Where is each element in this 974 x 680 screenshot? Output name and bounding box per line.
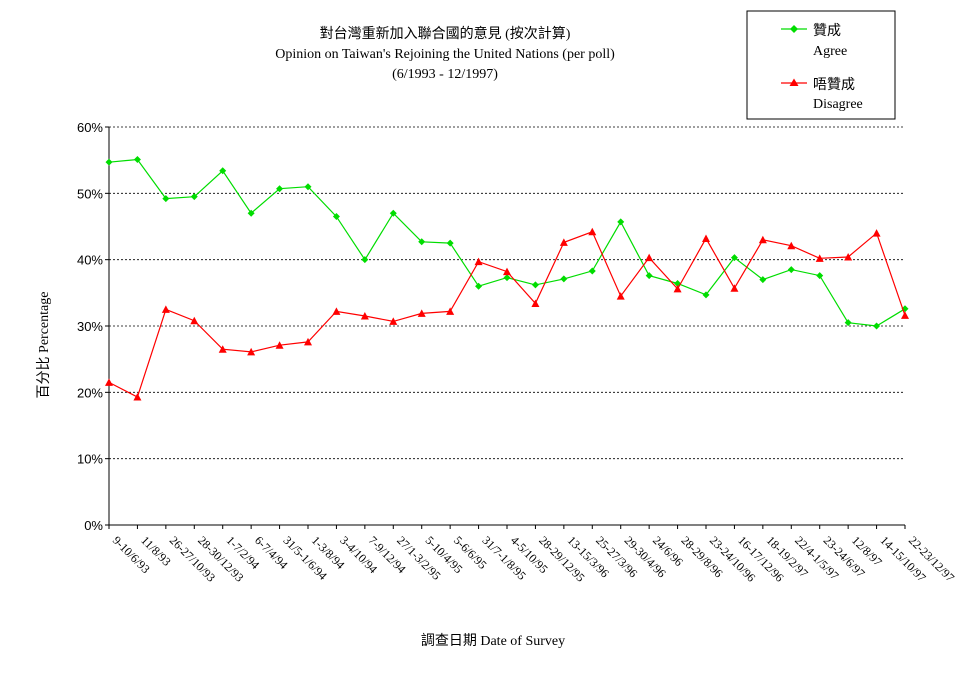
- legend-label-agree-zh: 贊成: [813, 23, 841, 39]
- data-point-disagree: [787, 241, 796, 250]
- series-layer: [105, 156, 909, 401]
- y-tick-label: 40%: [77, 253, 103, 268]
- series-line-disagree: [108, 231, 906, 398]
- data-point-agree: [361, 256, 369, 264]
- data-point-disagree: [503, 267, 511, 276]
- data-point-disagree: [389, 317, 398, 325]
- data-point-agree: [844, 319, 852, 327]
- y-tick-label: 0%: [84, 518, 103, 533]
- title-english: Opinion on Taiwan's Rejoining the United…: [275, 47, 615, 62]
- data-point-agree: [133, 156, 141, 164]
- data-point-agree: [105, 158, 113, 166]
- chart-title: 對台灣重新加入聯合國的意見 (按次計算) Opinion on Taiwan's…: [275, 25, 615, 82]
- data-point-agree: [332, 213, 340, 221]
- x-axis-ticks: 9-10/6/9311/8/9326-27/10/9328-30/12/931-…: [108, 525, 957, 585]
- data-point-disagree: [105, 378, 113, 386]
- legend-marker-agree: [790, 25, 798, 33]
- data-point-agree: [617, 218, 625, 226]
- data-point-disagree: [844, 253, 853, 261]
- gridlines: [109, 126, 905, 460]
- y-tick-label: 10%: [77, 452, 103, 467]
- data-point-agree: [304, 183, 312, 191]
- legend-label-agree-en: Agree: [813, 44, 847, 59]
- data-point-agree: [759, 276, 767, 284]
- data-point-agree: [588, 267, 596, 275]
- data-point-disagree: [616, 292, 625, 300]
- data-point-agree: [873, 322, 881, 330]
- data-point-disagree: [474, 257, 483, 266]
- data-point-disagree: [360, 312, 369, 320]
- data-point-agree: [560, 275, 568, 283]
- data-point-disagree: [758, 235, 767, 244]
- data-point-agree: [645, 272, 653, 280]
- legend: 贊成 Agree 唔贊成 Disagree: [746, 10, 896, 120]
- data-point-disagree: [559, 238, 568, 246]
- data-point-disagree: [901, 311, 909, 319]
- data-point-agree: [446, 239, 454, 247]
- data-point-agree: [531, 281, 539, 289]
- data-point-disagree: [304, 337, 312, 346]
- title-chinese: 對台灣重新加入聯合國的意見 (按次計算): [320, 25, 571, 42]
- data-point-disagree: [531, 299, 540, 307]
- data-point-disagree: [247, 347, 256, 356]
- data-point-disagree: [673, 284, 682, 293]
- legend-marker-disagree: [789, 78, 799, 86]
- data-point-agree: [816, 272, 824, 280]
- data-point-agree: [190, 193, 198, 201]
- data-point-agree: [418, 238, 426, 246]
- data-point-disagree: [446, 307, 455, 315]
- data-point-agree: [503, 274, 511, 282]
- title-date-range: (6/1993 - 12/1997): [392, 67, 498, 82]
- data-point-disagree: [161, 305, 170, 313]
- data-point-agree: [162, 195, 170, 203]
- data-point-disagree: [872, 229, 881, 237]
- y-tick-label: 50%: [77, 186, 103, 201]
- data-point-disagree: [218, 345, 227, 353]
- series-disagree: [105, 227, 909, 401]
- data-point-agree: [389, 209, 397, 217]
- x-axis-title: 調查日期 Date of Survey: [421, 633, 565, 649]
- data-point-disagree: [815, 254, 824, 262]
- data-point-disagree: [190, 316, 199, 325]
- y-tick-label: 20%: [77, 385, 103, 400]
- data-point-disagree: [275, 341, 284, 349]
- series-agree: [105, 156, 909, 330]
- data-point-agree: [219, 167, 227, 175]
- legend-box: [746, 10, 896, 120]
- data-point-disagree: [133, 392, 142, 401]
- data-point-disagree: [417, 309, 426, 317]
- data-point-disagree: [730, 284, 739, 292]
- y-axis-title: 百分比 Percentage: [36, 292, 52, 399]
- data-point-agree: [247, 209, 255, 217]
- data-point-disagree: [332, 307, 341, 315]
- y-axis-ticks: 0% 10% 20% 30% 40% 50% 60%: [77, 120, 109, 533]
- legend-label-disagree-zh: 唔贊成: [813, 77, 855, 93]
- data-point-disagree: [588, 227, 597, 236]
- data-point-agree: [787, 266, 795, 274]
- series-line-agree: [108, 158, 906, 327]
- data-point-disagree: [645, 253, 654, 262]
- y-tick-label: 30%: [77, 319, 103, 334]
- legend-label-disagree-en: Disagree: [813, 97, 863, 112]
- data-point-agree: [276, 185, 284, 193]
- data-point-agree: [475, 282, 483, 290]
- data-point-agree: [730, 254, 738, 262]
- data-point-disagree: [702, 234, 710, 242]
- data-point-agree: [702, 291, 710, 299]
- y-tick-label: 60%: [77, 120, 103, 135]
